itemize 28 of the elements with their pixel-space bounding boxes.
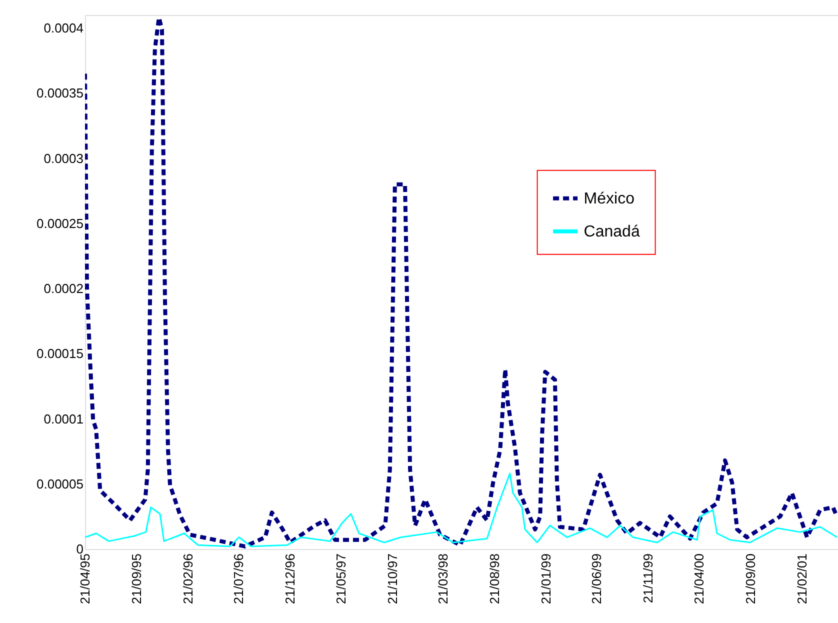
x-tick-label: 21/08/98: [486, 554, 502, 604]
x-tick-label: 21/02/01: [794, 554, 810, 604]
y-tick-label: 0.00015: [36, 346, 84, 362]
y-tick-label: 0.00035: [36, 86, 84, 101]
y-tick-label: 0.0001: [44, 411, 84, 426]
x-tick-label: 21/04/00: [692, 554, 707, 604]
x-tick-label: 21/09/00: [743, 554, 758, 604]
x-tick-label: 21/07/96: [231, 554, 246, 604]
x-tick-label: 21/12/96: [282, 554, 298, 604]
x-tick-label: 21/05/97: [333, 554, 348, 604]
legend-label: México: [584, 190, 635, 208]
y-tick-label: 0: [76, 542, 84, 556]
line-series: [85, 16, 838, 548]
x-tick-label: 21/03/98: [436, 554, 451, 604]
x-tick-label: 21/06/99: [589, 554, 604, 604]
x-tick-label: 21/01/99: [538, 554, 554, 604]
y-tick-label: 0.00025: [36, 216, 84, 231]
legend-label: Canadá: [584, 223, 640, 240]
x-tick-label: 21/04/95: [78, 554, 92, 604]
x-tick-label: 21/09/95: [128, 554, 144, 604]
y-tick-label: 0.0002: [44, 281, 84, 296]
y-tick-label: 0.0004: [44, 20, 84, 36]
x-tick-label: 21/10/97: [384, 554, 400, 604]
x-tick-label: 21/02/96: [180, 554, 196, 604]
y-tick-label: 0.00005: [36, 476, 84, 492]
line-series: [85, 472, 838, 548]
y-tick-label: 0.0003: [44, 150, 84, 166]
x-tick-label: 21/11/99: [640, 554, 656, 604]
